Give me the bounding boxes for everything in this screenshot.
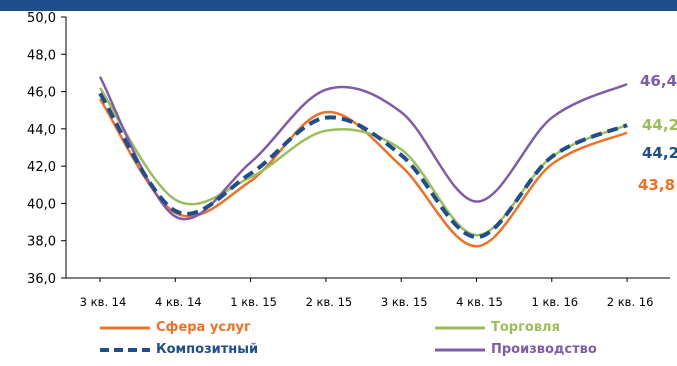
x-tick-label: 3 кв. 15 <box>381 295 428 309</box>
legend-item-composite: Композитный <box>100 342 258 357</box>
legend-item-services: Сфера услуг <box>100 320 251 335</box>
y-tick-label: 48,0 <box>27 48 56 63</box>
y-tick-label: 44,0 <box>27 123 56 138</box>
end-label-layer: 43,8 44,2 44,2 46,4 <box>638 72 677 194</box>
y-tick-label: 46,0 <box>27 86 56 101</box>
x-tick-label: 1 кв. 15 <box>230 295 277 309</box>
y-tick-label: 38,0 <box>27 235 56 250</box>
x-tick-label: 2 кв. 15 <box>306 295 353 309</box>
legend-swatch-trade <box>435 326 485 329</box>
x-tick-label: 3 кв. 14 <box>80 295 127 309</box>
legend-label-composite: Композитный <box>156 342 259 357</box>
y-tick-label: 40,0 <box>27 197 56 212</box>
legend-label-trade: Торговля <box>491 320 560 335</box>
x-tick-label: 2 кв. 16 <box>607 295 654 309</box>
header-bar <box>0 0 677 11</box>
end-label-composite: 44,2 <box>642 144 677 162</box>
y-tick-label: 50,0 <box>27 11 56 26</box>
series-layer <box>98 76 628 248</box>
chart-axes: 36,0 38,0 40,0 42,0 44,0 46,0 48,0 50,0 3 кв. 14… <box>27 11 670 309</box>
x-tick-label: 4 кв. 15 <box>456 295 503 309</box>
series-line-manufacturing <box>98 76 628 221</box>
legend-swatch-manufacturing <box>435 348 485 351</box>
legend-item-manufacturing: Производство <box>435 342 597 357</box>
legend-swatch-services <box>100 326 150 329</box>
x-tick-label: 4 кв. 14 <box>155 295 202 309</box>
legend-item-trade: Торговля <box>435 320 560 335</box>
end-label-trade: 44,2 <box>642 116 677 134</box>
end-label-manufacturing: 46,4 <box>640 72 677 90</box>
y-tick-label: 42,0 <box>27 160 56 175</box>
series-line-composite <box>98 92 628 240</box>
x-tick-label: 1 кв. 16 <box>531 295 578 309</box>
y-tick-label: 36,0 <box>27 272 56 287</box>
legend-label-services: Сфера услуг <box>156 320 251 335</box>
end-label-services: 43,8 <box>638 176 675 194</box>
legend-label-manufacturing: Производство <box>491 342 597 357</box>
legend-swatch-composite <box>100 347 150 352</box>
